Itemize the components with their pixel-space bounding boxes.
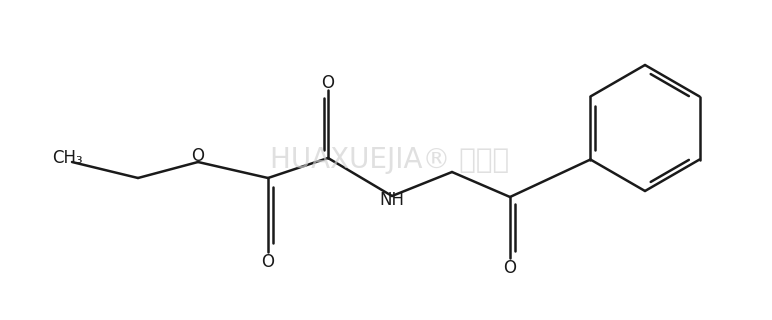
Text: O: O <box>262 253 275 271</box>
Text: O: O <box>321 74 334 92</box>
Text: NH: NH <box>380 191 405 209</box>
Text: HUAXUEJIA® 化学加: HUAXUEJIA® 化学加 <box>270 146 510 174</box>
Text: O: O <box>503 259 516 277</box>
Text: O: O <box>191 147 205 165</box>
Text: CH₃: CH₃ <box>52 149 83 167</box>
